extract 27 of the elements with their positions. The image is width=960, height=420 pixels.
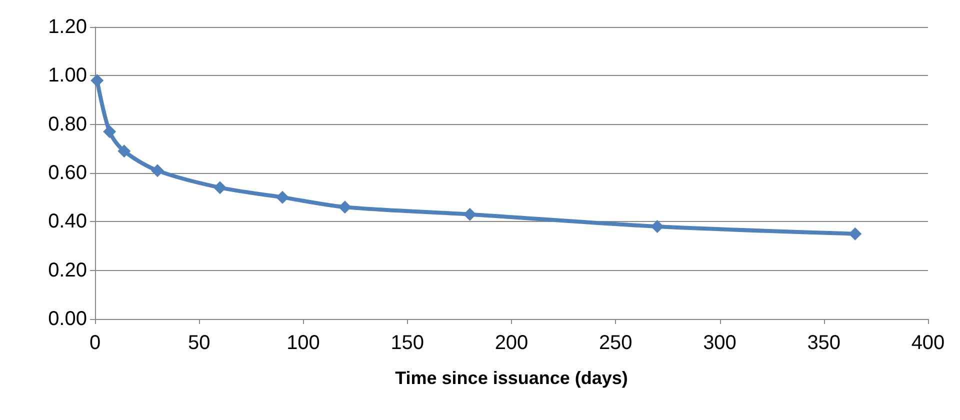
x-tick-label: 350 (807, 332, 841, 354)
y-tick-label: 0.40 (48, 210, 87, 233)
x-tick-label: 200 (494, 332, 528, 354)
x-tick-label: 100 (286, 332, 320, 354)
point (150, 164, 164, 178)
point (103, 125, 116, 138)
y-tick-label: 0.80 (48, 113, 87, 136)
point (338, 200, 352, 214)
point (213, 181, 226, 194)
y-tick-label: 1.00 (48, 64, 87, 87)
x-axis-title: Time since issuance (days) (395, 368, 628, 388)
y-tick-label: 0.00 (48, 308, 87, 330)
x-tick-label: 250 (598, 332, 632, 354)
point (118, 144, 131, 158)
y-tick-label: 0.60 (48, 162, 87, 184)
x-tick-label: 300 (703, 332, 736, 354)
point (650, 220, 664, 234)
x-tick-label: 400 (911, 332, 945, 354)
x-tick-label: 0 (89, 332, 101, 354)
point (276, 190, 289, 204)
y-tick-label: 0.20 (48, 259, 87, 282)
point (90, 74, 104, 88)
point (463, 208, 476, 221)
y-tick-label: 1.20 (48, 16, 87, 38)
point (848, 227, 862, 240)
x-tick-label: 50 (188, 332, 210, 354)
x-tick-label: 150 (390, 332, 424, 354)
